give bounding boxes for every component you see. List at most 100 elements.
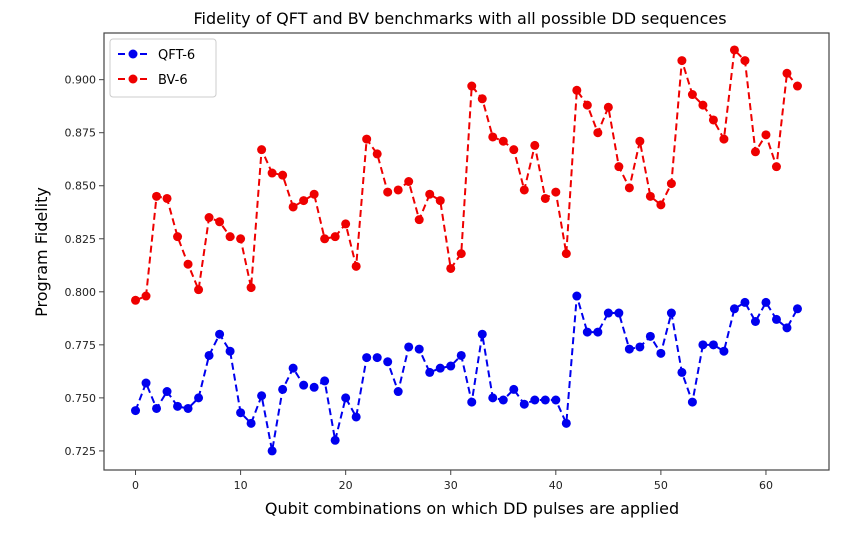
data-point-qft-6 <box>792 304 802 314</box>
data-point-qft-6 <box>183 403 193 413</box>
data-point-qft-6 <box>414 344 424 354</box>
data-point-qft-6 <box>225 346 235 356</box>
data-point-bv-6 <box>404 176 414 186</box>
data-point-qft-6 <box>719 346 729 356</box>
data-point-bv-6 <box>215 217 225 227</box>
plot-area <box>103 32 830 471</box>
data-point-qft-6 <box>582 327 592 337</box>
data-point-qft-6 <box>267 446 277 456</box>
data-point-bv-6 <box>750 147 760 157</box>
data-point-qft-6 <box>593 327 603 337</box>
y-axis-label: Program Fidelity <box>32 187 51 317</box>
data-point-qft-6 <box>498 395 508 405</box>
data-point-qft-6 <box>519 399 529 409</box>
series-line-qft-6 <box>134 295 799 452</box>
data-point-bv-6 <box>624 183 634 193</box>
series-bv-6 <box>131 45 802 305</box>
data-point-qft-6 <box>635 342 645 352</box>
y-tick-label: 0.900 <box>65 74 97 87</box>
data-point-qft-6 <box>687 397 697 407</box>
x-tick-label: 20 <box>339 479 353 492</box>
legend-marker-qft-6 <box>128 49 138 59</box>
data-point-qft-6 <box>572 291 582 301</box>
data-point-bv-6 <box>719 134 729 144</box>
data-point-bv-6 <box>278 170 288 180</box>
data-point-bv-6 <box>729 45 739 55</box>
data-point-qft-6 <box>299 380 309 390</box>
data-point-qft-6 <box>771 314 781 324</box>
data-point-bv-6 <box>645 191 655 201</box>
data-point-bv-6 <box>330 232 340 242</box>
data-point-bv-6 <box>771 162 781 172</box>
y-tick-label: 0.850 <box>65 180 97 193</box>
data-point-bv-6 <box>446 263 456 273</box>
y-tick-label: 0.800 <box>65 286 97 299</box>
legend: QFT-6 BV-6 <box>109 38 217 98</box>
data-point-qft-6 <box>309 382 319 392</box>
data-point-bv-6 <box>561 249 571 259</box>
data-point-qft-6 <box>194 393 204 403</box>
data-point-qft-6 <box>131 406 141 416</box>
data-point-qft-6 <box>561 418 571 428</box>
data-point-qft-6 <box>708 340 718 350</box>
data-point-bv-6 <box>467 81 477 91</box>
data-point-qft-6 <box>750 317 760 327</box>
data-point-bv-6 <box>383 187 393 197</box>
x-tick-label: 50 <box>654 479 668 492</box>
data-point-bv-6 <box>740 56 750 66</box>
data-point-bv-6 <box>204 213 214 223</box>
x-tick-label: 60 <box>759 479 773 492</box>
data-point-qft-6 <box>456 350 466 360</box>
data-point-qft-6 <box>477 329 487 339</box>
data-point-bv-6 <box>246 283 256 293</box>
legend-label-bv-6: BV-6 <box>158 73 188 88</box>
data-point-qft-6 <box>540 395 550 405</box>
data-point-qft-6 <box>236 408 246 418</box>
series-qft-6 <box>131 291 802 456</box>
data-point-qft-6 <box>698 340 708 350</box>
data-point-bv-6 <box>687 90 697 100</box>
data-point-bv-6 <box>488 132 498 142</box>
data-point-bv-6 <box>572 85 582 95</box>
data-point-bv-6 <box>782 68 792 78</box>
data-point-bv-6 <box>351 261 361 271</box>
data-point-bv-6 <box>551 187 561 197</box>
data-point-bv-6 <box>393 185 403 195</box>
data-point-bv-6 <box>498 136 508 146</box>
y-tick-label: 0.725 <box>65 445 97 458</box>
data-point-qft-6 <box>435 363 445 373</box>
legend-label-qft-6: QFT-6 <box>158 48 195 63</box>
y-tick-label: 0.750 <box>65 392 97 405</box>
data-point-qft-6 <box>362 353 372 363</box>
data-point-qft-6 <box>152 403 162 413</box>
data-point-qft-6 <box>215 329 225 339</box>
data-point-qft-6 <box>467 397 477 407</box>
data-point-bv-6 <box>173 232 183 242</box>
x-tick-label: 30 <box>444 479 458 492</box>
data-point-qft-6 <box>551 395 561 405</box>
data-point-qft-6 <box>782 323 792 333</box>
data-point-bv-6 <box>540 193 550 203</box>
data-point-qft-6 <box>341 393 351 403</box>
data-point-bv-6 <box>425 189 435 199</box>
data-point-qft-6 <box>162 387 172 397</box>
data-point-qft-6 <box>509 384 519 394</box>
data-point-qft-6 <box>425 367 435 377</box>
data-point-bv-6 <box>456 249 466 259</box>
data-point-qft-6 <box>351 412 361 422</box>
data-point-bv-6 <box>288 202 298 212</box>
data-point-qft-6 <box>141 378 151 388</box>
data-point-bv-6 <box>194 285 204 295</box>
data-point-qft-6 <box>204 350 214 360</box>
data-point-qft-6 <box>330 435 340 445</box>
data-point-qft-6 <box>383 357 393 367</box>
y-tick-label: 0.775 <box>65 339 97 352</box>
data-point-qft-6 <box>446 361 456 371</box>
data-point-bv-6 <box>341 219 351 229</box>
data-point-bv-6 <box>603 102 613 112</box>
data-point-bv-6 <box>435 196 445 206</box>
legend-marker-bv-6 <box>128 74 138 84</box>
data-point-bv-6 <box>299 196 309 206</box>
data-point-qft-6 <box>320 376 330 386</box>
